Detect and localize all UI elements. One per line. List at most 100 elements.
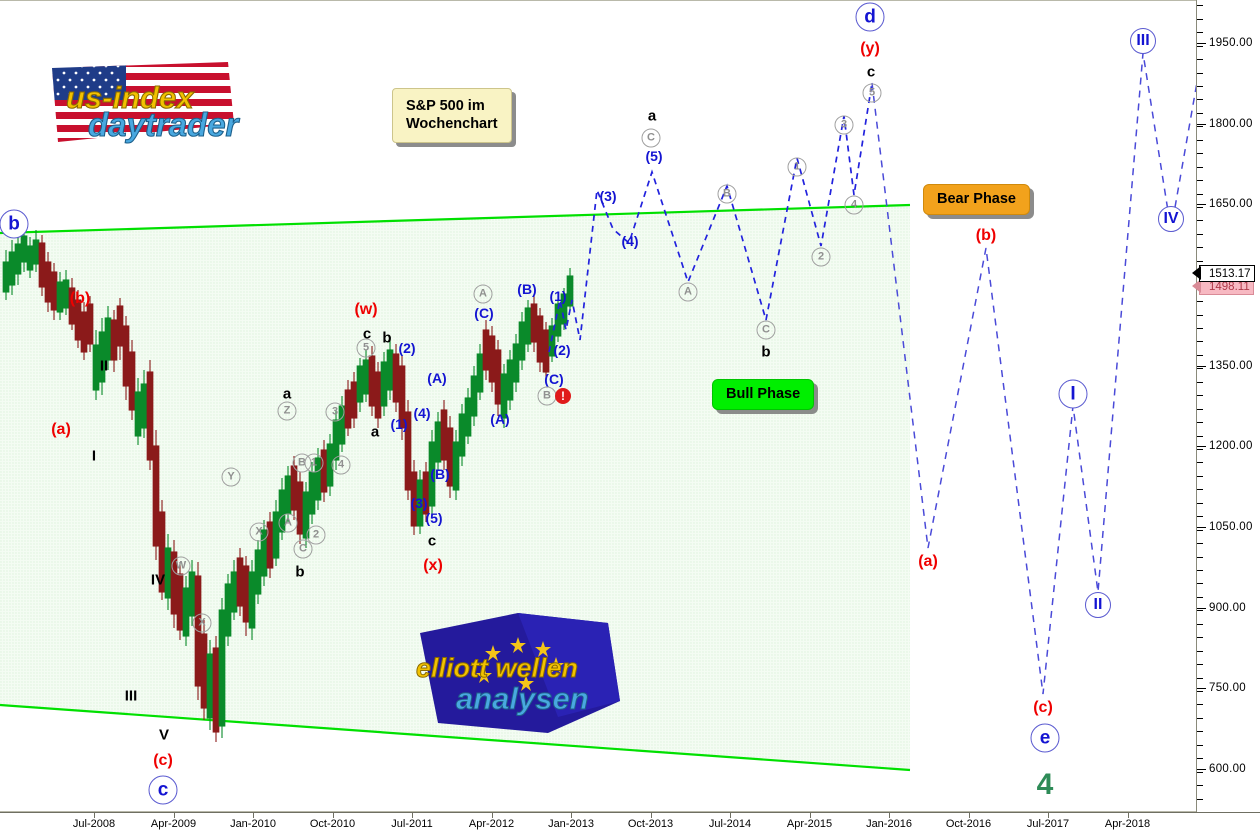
price-minor-tick xyxy=(1197,207,1203,209)
price-minor-tick xyxy=(1197,59,1203,61)
wave-label-1: 1 xyxy=(787,157,807,177)
wave-label-c: c xyxy=(362,325,372,343)
wave-label-a: (a) xyxy=(918,553,938,570)
price-tick-label: 1950.00 xyxy=(1209,37,1253,50)
price-minor-tick xyxy=(1197,153,1203,155)
price-minor-tick xyxy=(1197,126,1203,128)
price-tick-label: 1650.00 xyxy=(1209,198,1253,211)
wave-label-4: 4 xyxy=(1036,768,1054,801)
wave-label-ii: II xyxy=(1085,592,1111,618)
wave-label-c: C xyxy=(756,320,776,340)
date-tick-label: Apr-2015 xyxy=(786,818,833,830)
price-tick xyxy=(1197,123,1206,125)
date-tick xyxy=(173,813,175,818)
wave-label-a: a xyxy=(282,385,292,403)
price-minor-tick xyxy=(1197,744,1203,746)
price-minor-tick xyxy=(1197,328,1203,330)
wave-label-b: B xyxy=(537,386,557,406)
price-minor-tick xyxy=(1197,193,1203,195)
wave-label-b: (B) xyxy=(430,466,450,482)
date-tick xyxy=(968,813,970,818)
price-tick xyxy=(1197,446,1206,448)
price-axis[interactable]: 600.00 750.00 900.00 1050.00 1200.00 1350.00 1… xyxy=(1196,0,1260,812)
date-axis[interactable]: Jul-2008 Apr-2009 Jan-2010 Oct-2010 Jul-2011… xyxy=(0,812,1260,833)
wave-label-w: (w) xyxy=(354,301,378,318)
price-minor-tick xyxy=(1197,72,1203,74)
price-minor-tick xyxy=(1197,220,1203,222)
date-tick-label: Jul-2011 xyxy=(391,818,433,830)
wave-label-3: 3 xyxy=(325,402,345,422)
elliott-wellen-analysen-logo: elliott wellen analysen xyxy=(416,613,620,733)
price-minor-tick xyxy=(1197,583,1203,585)
price-minor-tick xyxy=(1197,32,1203,34)
price-minor-tick xyxy=(1197,435,1203,437)
price-minor-tick xyxy=(1197,758,1203,760)
price-minor-tick xyxy=(1197,381,1203,383)
wave-label-1: (1) xyxy=(390,416,408,432)
price-minor-tick xyxy=(1197,623,1203,625)
wave-label-b: b xyxy=(761,343,771,361)
date-tick xyxy=(571,813,572,818)
wave-label-c: C xyxy=(641,128,661,148)
price-tick xyxy=(1197,526,1206,528)
chart-title-line2: Wochenchart xyxy=(406,116,498,133)
wave-label-3: (3) xyxy=(599,188,617,204)
wave-label-e: e xyxy=(1030,723,1060,753)
bear-phase-badge: Bear Phase xyxy=(923,184,1030,216)
price-minor-tick xyxy=(1197,610,1203,612)
logo-usindex-line1: us-index xyxy=(66,80,195,115)
wave-label-i: I xyxy=(91,447,97,465)
price-tick-label: 1350.00 xyxy=(1209,359,1253,372)
price-minor-tick xyxy=(1197,449,1203,451)
price-minor-tick xyxy=(1197,637,1203,639)
date-tick xyxy=(1048,813,1049,818)
price-minor-tick xyxy=(1197,475,1203,477)
wave-label-b: b xyxy=(382,329,392,347)
price-tick-label: 1200.00 xyxy=(1209,440,1253,453)
wave-label-b: (b) xyxy=(975,227,997,244)
price-tick xyxy=(1197,365,1206,367)
wave-label-5: 5 xyxy=(862,83,882,103)
date-tick-label: Jan-2016 xyxy=(866,818,912,830)
previous-price-value: 1498.11 xyxy=(1209,280,1250,293)
price-minor-tick xyxy=(1197,260,1203,262)
price-minor-tick xyxy=(1197,556,1203,558)
price-minor-tick xyxy=(1197,664,1203,666)
wave-label-c: (C) xyxy=(474,305,494,321)
price-tick xyxy=(1197,607,1206,609)
price-minor-tick xyxy=(1197,368,1203,370)
price-minor-tick xyxy=(1197,691,1203,692)
wave-label-4: 4 xyxy=(844,195,864,215)
price-minor-tick xyxy=(1197,247,1203,249)
price-minor-tick xyxy=(1197,18,1203,20)
wave-label-x: X xyxy=(192,613,212,633)
wave-label-d: d xyxy=(855,2,885,32)
plot-top-rule xyxy=(0,0,1196,1)
wave-label-b: b xyxy=(295,563,305,581)
price-tick-label: 600.00 xyxy=(1209,762,1246,775)
price-tick xyxy=(1197,768,1206,770)
bull-phase-badge: Bull Phase xyxy=(712,379,815,411)
wave-label-b: (B) xyxy=(517,281,537,297)
wave-label-1: (1) xyxy=(549,288,567,304)
wave-label-5: (5) xyxy=(645,148,663,164)
wave-label-i: I xyxy=(1058,379,1088,409)
price-tick xyxy=(1197,688,1206,690)
price-minor-tick xyxy=(1197,45,1203,47)
price-minor-tick xyxy=(1197,180,1203,182)
date-tick-label: Oct-2010 xyxy=(309,818,356,830)
date-tick xyxy=(491,813,493,818)
wave-label-iv: IV xyxy=(1158,206,1184,232)
price-minor-tick xyxy=(1197,798,1203,800)
wave-label-iv: IV xyxy=(150,571,166,589)
date-tick xyxy=(253,813,254,818)
date-tick xyxy=(730,813,731,818)
date-tick-label: Oct-2013 xyxy=(627,818,674,830)
logo-ewa-line2: analysen xyxy=(456,681,589,716)
date-tick-label: Apr-2018 xyxy=(1104,818,1151,830)
wave-label-x: (x) xyxy=(423,557,443,574)
price-minor-tick xyxy=(1197,139,1203,141)
date-tick xyxy=(1127,813,1129,818)
